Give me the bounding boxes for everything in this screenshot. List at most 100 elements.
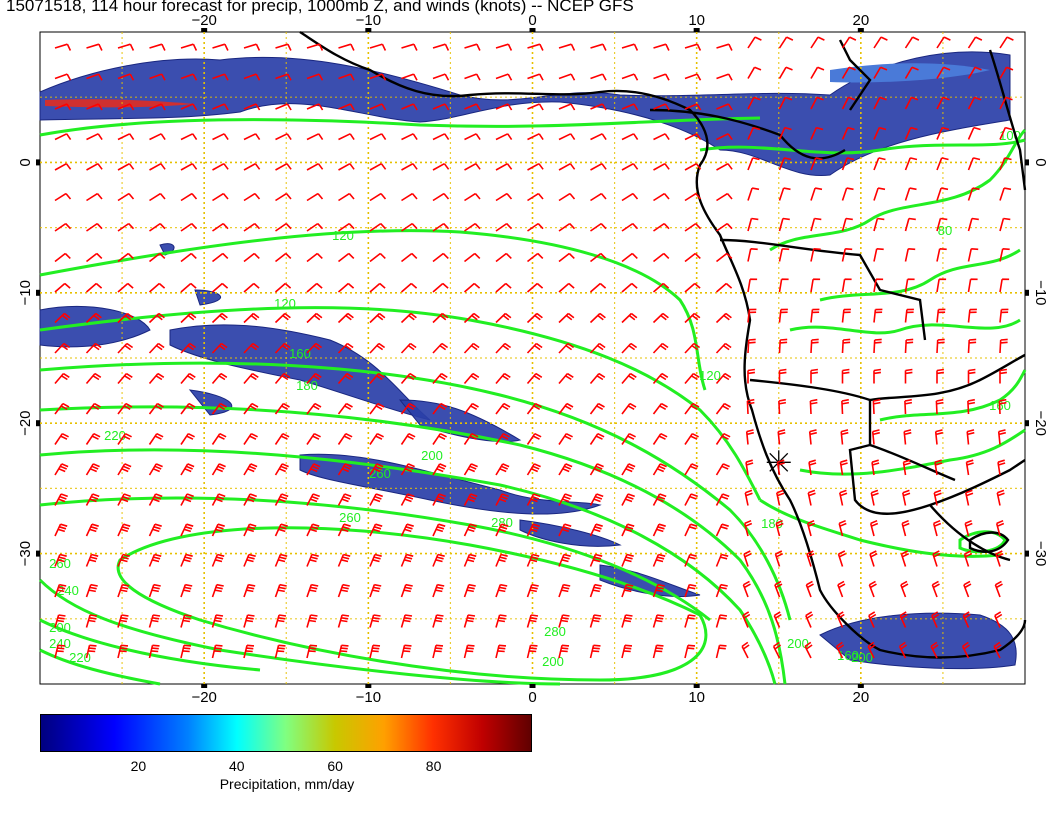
contour-line-1	[39, 229, 707, 391]
wind-barb	[716, 133, 733, 141]
wind-barb	[337, 644, 349, 659]
wind-barb	[54, 372, 70, 385]
wind-barb	[837, 580, 846, 598]
wind-barb	[180, 523, 194, 537]
wind-barb	[776, 489, 785, 506]
wind-barb	[684, 73, 702, 81]
wind-barb	[684, 162, 702, 171]
wind-barb	[274, 432, 290, 445]
wind-barb	[243, 402, 259, 415]
precip-area-9	[194, 289, 222, 306]
contour-label: 80	[938, 223, 952, 238]
wind-barb	[652, 553, 666, 567]
wind-barb	[243, 463, 258, 476]
lat-tick	[1025, 289, 1029, 296]
wind-barb	[810, 66, 825, 79]
lat-tick	[36, 159, 40, 166]
wind-barb	[684, 192, 702, 202]
wind-barb	[400, 282, 418, 293]
wind-barb	[54, 73, 72, 81]
wind-barb	[684, 43, 702, 51]
wind-barb	[999, 96, 1013, 110]
wind-barb	[212, 192, 229, 202]
wind-barb	[904, 187, 917, 201]
wind-barb	[306, 133, 324, 141]
wind-barb	[868, 580, 877, 598]
bottom-lon-label: 0	[528, 689, 536, 706]
wind-barb	[841, 217, 853, 232]
wind-barb	[967, 66, 982, 79]
wind-barb	[180, 583, 193, 598]
wind-barb	[54, 43, 72, 51]
wind-barb	[996, 489, 1005, 506]
wind-barb	[558, 523, 572, 537]
wind-barb	[274, 523, 288, 537]
wind-barb	[589, 342, 606, 354]
wind-barb	[965, 489, 974, 506]
coastline-segment-0	[299, 30, 1027, 659]
wind-barb	[589, 432, 605, 445]
wind-barb	[54, 282, 71, 293]
wind-barb	[463, 432, 479, 445]
wind-barb	[558, 282, 575, 293]
wind-barb	[432, 614, 444, 628]
wind-barb	[86, 133, 103, 141]
wind-barb	[558, 222, 576, 232]
right-lat-label: −20	[1032, 410, 1049, 435]
wind-barb	[54, 463, 69, 476]
wind-barb	[306, 644, 318, 659]
wind-barb	[463, 282, 481, 293]
wind-barb	[495, 493, 509, 506]
wind-barb	[243, 372, 259, 385]
precip-area-5	[519, 519, 622, 547]
wind-barb	[962, 611, 971, 628]
wind-barb	[337, 432, 353, 445]
contour-label: 200	[851, 650, 873, 665]
coastline-segment-5	[869, 443, 956, 482]
map-title: 15071518, 114 hour forecast for precip, …	[6, 0, 634, 15]
wind-barb	[558, 43, 576, 51]
wind-barb	[495, 43, 513, 51]
wind-barb	[773, 611, 782, 628]
contour-label: 260	[339, 510, 361, 525]
wind-barb	[148, 312, 165, 324]
wind-barb	[212, 133, 229, 141]
wind-barb	[841, 66, 856, 79]
wind-barb	[869, 519, 879, 537]
wind-barb	[558, 493, 572, 506]
coastline-segment-2	[719, 238, 927, 341]
wind-barb	[526, 312, 543, 324]
wind-barb	[211, 463, 226, 476]
wind-barb	[809, 398, 818, 415]
wind-barb	[747, 308, 757, 323]
lon-tick	[857, 28, 864, 32]
wind-barb	[54, 192, 72, 202]
wind-barb	[778, 126, 792, 140]
wind-barb	[652, 312, 669, 324]
wind-barb	[747, 278, 758, 293]
wind-barb	[805, 580, 814, 598]
wind-barb	[558, 252, 575, 263]
contour-label: 160	[837, 648, 859, 663]
wind-barb	[589, 372, 606, 385]
wind-barb	[306, 553, 319, 567]
wind-barb	[85, 523, 99, 537]
wind-barb	[401, 162, 418, 171]
wind-barb	[243, 583, 256, 598]
wind-barb	[967, 96, 982, 110]
wind-barb	[274, 493, 289, 506]
wind-barb	[85, 583, 98, 598]
wind-barb	[777, 429, 786, 445]
wind-barb	[652, 523, 666, 537]
wind-barb	[870, 489, 879, 506]
wind-barb	[967, 157, 981, 171]
wind-barb	[715, 342, 732, 354]
wind-barb	[85, 644, 97, 659]
wind-barb	[432, 73, 450, 81]
wind-barb	[994, 611, 1003, 628]
left-lat-label: −20	[17, 410, 34, 435]
wind-barb	[86, 192, 103, 202]
wind-barb	[148, 553, 162, 567]
wind-barb	[999, 187, 1012, 201]
wind-barb	[621, 644, 633, 659]
